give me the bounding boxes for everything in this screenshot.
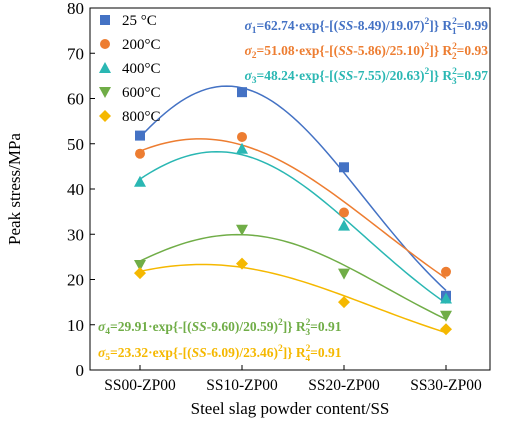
legend-label: 400°C [122, 61, 161, 77]
data-point [236, 224, 248, 236]
data-point [339, 162, 349, 173]
y-axis-label: Peak stress/MPa [5, 133, 24, 245]
x-tick-label: SS00-ZP00 [104, 377, 176, 394]
data-point [441, 266, 451, 277]
fit-equation: σ2=51.08·exp{-[(SS-5.86)/25.10)2]} R2 2=0… [245, 42, 489, 62]
data-point [339, 207, 349, 218]
legend-label: 800°C [122, 109, 161, 125]
data-point [100, 39, 110, 49]
legend-label: 200°C [122, 37, 161, 53]
data-point [338, 268, 350, 280]
x-tick-label: SS10-ZP00 [206, 377, 278, 394]
y-tick-label: 80 [67, 0, 84, 18]
fit-equation: σ4=29.91·exp{-[(SS-9.60)/20.59)2]} R2 3=0… [98, 318, 342, 338]
y-tick-label: 70 [67, 44, 84, 63]
x-tick-label: SS30-ZP00 [410, 377, 482, 394]
fit-curve [139, 263, 447, 334]
data-point [99, 87, 111, 98]
data-point [236, 257, 248, 270]
fit-equations: σ1=62.74·exp{-[(SS-8.49)/19.07)2]} R2 1=0… [98, 17, 488, 364]
y-tick-label: 30 [67, 225, 84, 244]
y-tick-label: 20 [67, 271, 84, 290]
legend: 25 °C 200°C 400°C 600°C 800°C [99, 13, 161, 125]
data-point [100, 15, 110, 25]
data-point [236, 142, 248, 154]
data-point [440, 323, 452, 336]
data-point [99, 110, 111, 122]
y-axis-ticks: 0 10 20 30 40 50 60 70 80 [67, 0, 95, 380]
data-point [99, 62, 111, 73]
fit-curves [139, 85, 447, 334]
y-tick-label: 60 [67, 90, 84, 109]
fit-equation: σ3=48.24·exp{-[(SS-7.55)/20.63)2]} R2 3=0… [245, 67, 489, 87]
data-point [134, 267, 146, 280]
fit-equation: σ5=23.32·exp{-[(SS-6.09)/23.46)2]} R2 4=0… [98, 344, 342, 364]
data-point [338, 296, 350, 309]
fit-curve [139, 138, 447, 279]
legend-label: 600°C [122, 85, 161, 101]
legend-label: 25 °C [122, 13, 157, 29]
data-point [237, 87, 247, 98]
y-tick-label: 0 [76, 361, 85, 380]
y-tick-label: 40 [67, 180, 84, 199]
x-axis-label: Steel slag powder content/SS [191, 399, 390, 418]
x-tick-label: SS20-ZP00 [308, 377, 380, 394]
fit-curve [139, 150, 447, 304]
fit-curve [139, 85, 447, 291]
x-axis-ticks: SS00-ZP00 SS10-ZP00 SS20-ZP00 SS30-ZP00 [104, 365, 482, 394]
data-point [135, 130, 145, 141]
fit-curve [139, 233, 447, 320]
data-point [134, 260, 146, 272]
data-point [338, 219, 350, 231]
fit-equation: σ1=62.74·exp{-[(SS-8.49)/19.07)2]} R2 1=0… [245, 17, 489, 37]
data-point [135, 148, 145, 159]
data-point [134, 175, 146, 187]
y-tick-label: 10 [67, 316, 84, 335]
y-tick-label: 50 [67, 135, 84, 154]
data-markers [134, 87, 452, 336]
data-point [440, 292, 452, 304]
data-point [237, 131, 247, 142]
data-point [440, 310, 452, 322]
